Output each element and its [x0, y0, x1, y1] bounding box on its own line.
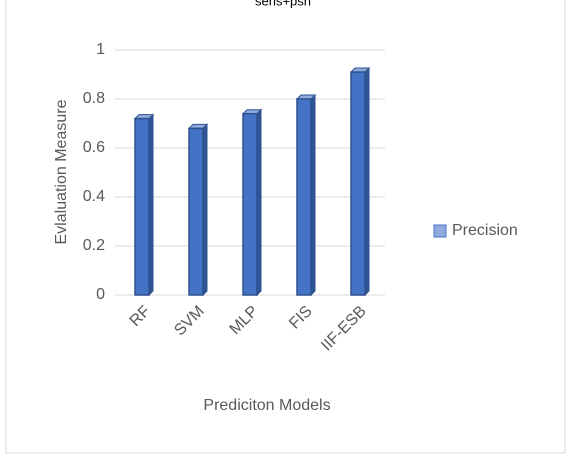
- y-tick-label: 0: [96, 286, 105, 303]
- bar: [188, 127, 204, 296]
- bar: [134, 117, 150, 296]
- x-tick-label: FIS: [286, 303, 316, 333]
- y-tick-label: 0.8: [83, 90, 105, 107]
- y-tick-label: 0.2: [83, 237, 105, 254]
- x-tick-label: MLP: [227, 303, 262, 338]
- bar: [296, 98, 312, 296]
- y-tick-label: 1: [96, 41, 105, 58]
- bar: [350, 71, 366, 296]
- y-axis-label: Evlaluation Measure: [53, 99, 70, 244]
- x-tick-label: SVM: [171, 303, 208, 340]
- y-tick-label: 0.4: [83, 188, 105, 205]
- chart-title: sens+psn: [255, 0, 311, 8]
- y-tick-label: 0.6: [83, 139, 105, 156]
- legend-label: Precision: [452, 222, 518, 239]
- x-tick-label: IIF-ESB: [318, 303, 370, 355]
- legend-swatch: [433, 224, 447, 238]
- bar: [242, 112, 258, 296]
- chart-frame: [5, 0, 566, 454]
- x-tick-label: RF: [127, 303, 154, 330]
- x-axis-label: Prediciton Models: [203, 397, 330, 414]
